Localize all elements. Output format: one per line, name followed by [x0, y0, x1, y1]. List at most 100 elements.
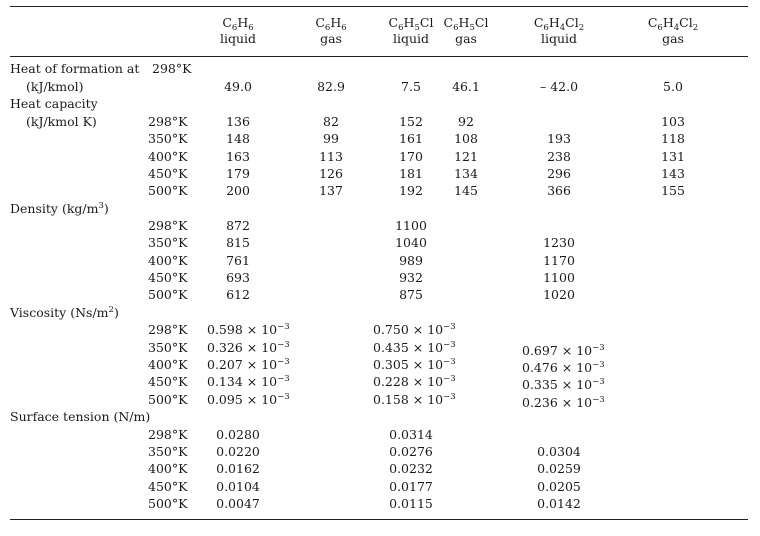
column-header-formula: C6H6 — [315, 15, 347, 33]
heat-capacity-value: 99 — [323, 131, 339, 146]
density-value: 1100 — [395, 218, 427, 233]
column-header-phase: gas — [320, 31, 342, 46]
surface-tension-value: 0.0177 — [389, 479, 433, 494]
surface-tension-value: 0.0220 — [216, 444, 260, 459]
viscosity-value: 0.598 × 10−3 — [207, 322, 290, 337]
viscosity-value: 0.158 × 10−3 — [373, 392, 456, 407]
column-header-formula: C6H5Cl — [443, 15, 489, 33]
density-temp: 500°K — [148, 287, 188, 302]
heat-capacity-temp: 500°K — [148, 183, 188, 198]
viscosity-value: 0.476 × 10−3 — [522, 360, 605, 375]
heat-capacity-value: 118 — [661, 131, 685, 146]
density-value: 1040 — [395, 235, 427, 250]
heat-of-formation-value: 46.1 — [452, 79, 480, 94]
viscosity-value: 0.326 × 10−3 — [207, 340, 290, 355]
column-header-phase: gas — [455, 31, 477, 46]
column-header-phase: gas — [662, 31, 684, 46]
surface-tension-value: 0.0104 — [216, 479, 260, 494]
heat-of-formation-label: Heat of formation at — [10, 61, 140, 76]
heat-of-formation-unit: (kJ/kmol) — [26, 79, 84, 94]
density-value: 875 — [399, 287, 423, 302]
column-header-formula: C6H4Cl2 — [647, 15, 699, 33]
density-value: 815 — [226, 235, 250, 250]
viscosity-temp: 400°K — [148, 357, 188, 372]
heat-capacity-value: 136 — [226, 114, 250, 129]
viscosity-temp: 500°K — [148, 392, 188, 407]
viscosity-value: 0.305 × 10−3 — [373, 357, 456, 372]
density-value: 693 — [226, 270, 250, 285]
heat-capacity-temp: 350°K — [148, 131, 188, 146]
heat-capacity-value: 161 — [399, 131, 423, 146]
viscosity-temp: 350°K — [148, 340, 188, 355]
header-rule — [10, 56, 748, 57]
heat-capacity-value: 137 — [319, 183, 343, 198]
surface-tension-value: 0.0232 — [389, 461, 433, 476]
heat-capacity-value: 126 — [319, 166, 343, 181]
surface-tension-value: 0.0162 — [216, 461, 260, 476]
surface-tension-label: Surface tension (N/m) — [10, 409, 151, 424]
density-value: 989 — [399, 253, 423, 268]
density-temp: 350°K — [148, 235, 188, 250]
heat-capacity-value: 92 — [458, 114, 474, 129]
heat-capacity-value: 163 — [226, 149, 250, 164]
heat-capacity-value: 200 — [226, 183, 250, 198]
surface-tension-value: 0.0280 — [216, 427, 260, 442]
surface-tension-temp: 350°K — [148, 444, 188, 459]
viscosity-value: 0.750 × 10−3 — [373, 322, 456, 337]
surface-tension-value: 0.0115 — [389, 496, 433, 511]
surface-tension-value: 0.0276 — [389, 444, 433, 459]
density-value: 1020 — [543, 287, 575, 302]
surface-tension-value: 0.0314 — [389, 427, 433, 442]
heat-capacity-value: 134 — [454, 166, 478, 181]
heat-capacity-value: 108 — [454, 131, 478, 146]
heat-capacity-value: 193 — [547, 131, 571, 146]
viscosity-value: 0.236 × 10−3 — [522, 395, 605, 410]
heat-capacity-temp: 400°K — [148, 149, 188, 164]
density-label: Density (kg/m3) — [10, 201, 109, 216]
bottom-rule — [10, 519, 748, 520]
heat-of-formation-value: 5.0 — [663, 79, 683, 94]
density-value: 1100 — [543, 270, 575, 285]
density-temp: 400°K — [148, 253, 188, 268]
surface-tension-value: 0.0304 — [537, 444, 581, 459]
heat-capacity-value: 145 — [454, 183, 478, 198]
surface-tension-temp: 500°K — [148, 496, 188, 511]
density-temp: 450°K — [148, 270, 188, 285]
heat-capacity-unit: (kJ/kmol K) — [26, 114, 97, 129]
surface-tension-value: 0.0205 — [537, 479, 581, 494]
viscosity-value: 0.697 × 10−3 — [522, 343, 605, 358]
heat-capacity-value: 148 — [226, 131, 250, 146]
surface-tension-temp: 400°K — [148, 461, 188, 476]
surface-tension-value: 0.0259 — [537, 461, 581, 476]
surface-tension-value: 0.0142 — [537, 496, 581, 511]
heat-capacity-value: 131 — [661, 149, 685, 164]
heat-capacity-value: 82 — [323, 114, 339, 129]
heat-capacity-value: 366 — [547, 183, 571, 198]
column-header-phase: liquid — [219, 31, 257, 46]
viscosity-value: 0.095 × 10−3 — [207, 392, 290, 407]
heat-capacity-label: Heat capacity — [10, 96, 98, 111]
heat-capacity-value: 152 — [399, 114, 423, 129]
top-rule — [10, 6, 748, 7]
heat-capacity-value: 238 — [547, 149, 571, 164]
column-header-formula: C6H6 — [222, 15, 254, 33]
viscosity-temp: 298°K — [148, 322, 188, 337]
column-header-formula: C6H5Cl — [388, 15, 434, 33]
viscosity-value: 0.228 × 10−3 — [373, 374, 456, 389]
viscosity-value: 0.134 × 10−3 — [207, 374, 290, 389]
density-value: 1170 — [543, 253, 575, 268]
density-value: 612 — [226, 287, 250, 302]
column-header-phase: liquid — [392, 31, 430, 46]
surface-tension-temp: 298°K — [148, 427, 188, 442]
density-temp: 298°K — [148, 218, 188, 233]
viscosity-label: Viscosity (Ns/m2) — [10, 305, 119, 320]
column-header-formula: C6H4Cl2 — [533, 15, 585, 33]
heat-capacity-temp: 450°K — [148, 166, 188, 181]
density-value: 1230 — [543, 235, 575, 250]
heat-capacity-value: 113 — [319, 149, 343, 164]
heat-of-formation-temp: 298°K — [152, 61, 192, 76]
density-value: 761 — [226, 253, 250, 268]
heat-capacity-value: 143 — [661, 166, 685, 181]
heat-of-formation-value: 7.5 — [401, 79, 421, 94]
heat-capacity-value: 121 — [454, 149, 478, 164]
